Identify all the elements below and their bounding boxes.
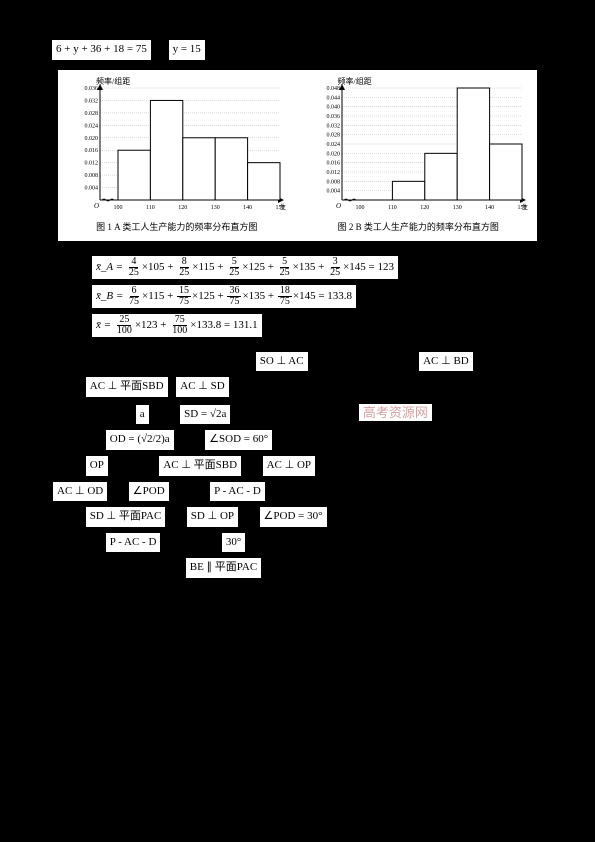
svg-text:0.008: 0.008: [326, 179, 340, 185]
chart-caption: 图 2 B 类工人生产能力的频率分布直方图: [308, 220, 530, 233]
chart-caption: 图 1 A 类工人生产能力的频率分布直方图: [66, 220, 288, 233]
chart-left: 频率/组距 0.0360.0320.0280.0240.0200.0160.01…: [66, 78, 288, 233]
svg-text:100: 100: [114, 205, 123, 211]
svg-text:0.016: 0.016: [326, 160, 340, 166]
svg-text:0.044: 0.044: [326, 95, 340, 101]
math-box: AC ⊥ 平面SBD: [159, 456, 241, 476]
svg-text:130: 130: [211, 205, 220, 211]
svg-text:120: 120: [178, 205, 187, 211]
equation-row: x̄_B = 675×115 + 1575×125 + 3675×135 + 1…: [90, 285, 545, 308]
svg-text:0.028: 0.028: [85, 110, 99, 116]
math-box: AC ⊥ BD: [419, 352, 473, 372]
math-box: ∠SOD = 60°: [205, 430, 272, 450]
math-box: AC ⊥ OD: [53, 482, 107, 502]
svg-text:140: 140: [485, 205, 494, 211]
math-box: AC ⊥ OP: [263, 456, 315, 476]
math-box: OP: [86, 456, 108, 476]
math-box: SD ⊥ 平面PAC: [86, 507, 166, 527]
svg-text:0.036: 0.036: [326, 114, 340, 120]
svg-text:130: 130: [452, 205, 461, 211]
svg-text:110: 110: [388, 205, 397, 211]
svg-text:140: 140: [243, 205, 252, 211]
math-box: SO ⊥ AC: [256, 352, 308, 372]
chart-right: 频率/组距 0.0480.0440.0400.0360.0320.0280.02…: [308, 78, 530, 233]
svg-text:0.012: 0.012: [326, 170, 340, 176]
svg-text:120: 120: [420, 205, 429, 211]
y-axis-label: 频率/组距: [96, 76, 130, 87]
svg-text:0.024: 0.024: [85, 123, 99, 129]
geometry-section: SO ⊥ AC AC ⊥ BD AC ⊥ 平面SBD AC ⊥ SD a SD …: [50, 352, 545, 578]
svg-text:0.008: 0.008: [85, 173, 99, 179]
svg-text:110: 110: [146, 205, 155, 211]
chart-container: 频率/组距 0.036 0.032 0.028 0.024 0.020 0.016 0.01…: [58, 70, 537, 241]
equation-row: x̄ = 25100×123 + 75100×133.8 = 131.1: [90, 314, 545, 337]
eq-box: y = 15: [169, 40, 205, 60]
svg-text:0.004: 0.004: [85, 185, 99, 191]
svg-text:0.032: 0.032: [326, 123, 340, 129]
svg-text:O: O: [336, 202, 341, 210]
math-box: AC ⊥ SD: [176, 377, 228, 397]
svg-text:100: 100: [355, 205, 364, 211]
watermark: 高考资源网: [359, 404, 432, 421]
svg-text:0.020: 0.020: [85, 135, 99, 141]
svg-text:0.024: 0.024: [326, 142, 340, 148]
math-box: a: [136, 405, 149, 425]
svg-text:0.028: 0.028: [326, 132, 340, 138]
math-box: 30°: [222, 533, 245, 553]
equation-block: x̄_A = 425×105 + 825×115 + 525×125 + 525…: [90, 256, 545, 337]
math-box: SD = √2a: [180, 405, 230, 425]
math-box: SD ⊥ OP: [187, 507, 238, 527]
math-box: P - AC - D: [210, 482, 265, 502]
svg-text:0.040: 0.040: [326, 104, 340, 110]
math-box: OD = (√2/2)a: [106, 430, 174, 450]
y-axis-label: 频率/组距: [338, 76, 372, 87]
svg-text:0.012: 0.012: [85, 160, 99, 166]
svg-text:0.020: 0.020: [326, 151, 340, 157]
math-box: ∠POD = 30°: [260, 507, 327, 527]
math-box: AC ⊥ 平面SBD: [86, 377, 168, 397]
math-box: P - AC - D: [106, 533, 161, 553]
svg-text:生产能力: 生产能力: [522, 203, 528, 211]
svg-text:0.032: 0.032: [85, 98, 99, 104]
math-box: ∠POD: [129, 482, 169, 502]
svg-text:0.016: 0.016: [85, 148, 99, 154]
equation-row: x̄_A = 425×105 + 825×115 + 525×125 + 525…: [90, 256, 545, 279]
eq-box: 6 + y + 36 + 18 = 75: [52, 40, 151, 60]
svg-text:0.004: 0.004: [326, 188, 340, 194]
svg-text:生产能力: 生产能力: [280, 203, 286, 211]
math-box: BE ∥ 平面PAC: [186, 558, 261, 578]
svg-text:O: O: [94, 202, 99, 210]
